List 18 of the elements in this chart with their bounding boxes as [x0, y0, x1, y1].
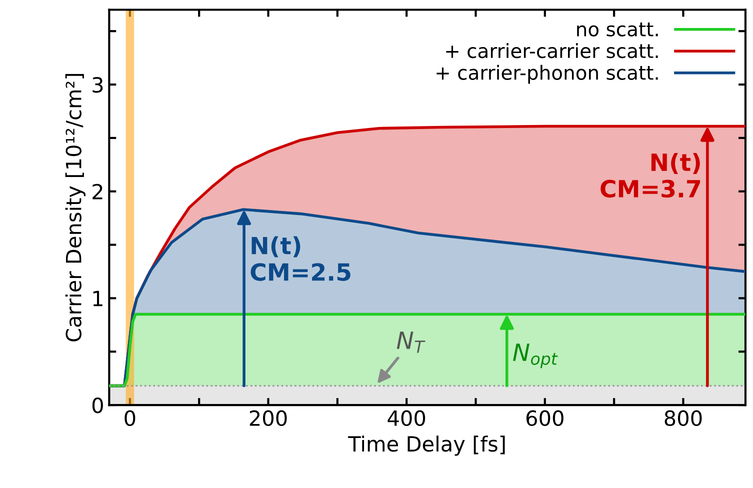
x-tick-label: 800	[664, 410, 702, 426]
legend-label: + carrier-phonon scatt.	[436, 64, 658, 84]
annotation: N$_{opt}$	[513, 344, 558, 368]
x-tick-label: 600	[526, 410, 564, 426]
x-tick-label: 200	[250, 410, 287, 426]
legend-label: no scatt.	[577, 22, 658, 36]
y-tick-label: 2	[92, 184, 102, 200]
annotation: N(t) CM=3.7	[600, 152, 700, 198]
y-tick-label: 3	[92, 76, 103, 93]
y-tick-label: 1	[93, 290, 102, 306]
annotation: N(t) CM=2.5	[250, 236, 350, 281]
legend-label: + carrier-carrier scatt.	[446, 43, 658, 58]
y-axis-title: Carrier Density [10¹²/cm²]	[65, 74, 86, 342]
annotation: N$_{T}$	[396, 332, 426, 353]
x-axis-title: Time Delay [fs]	[348, 436, 505, 456]
x-tick-label: 400	[388, 410, 426, 426]
x-tick-label: 0	[124, 410, 136, 426]
y-tick-label: 0	[92, 397, 103, 414]
